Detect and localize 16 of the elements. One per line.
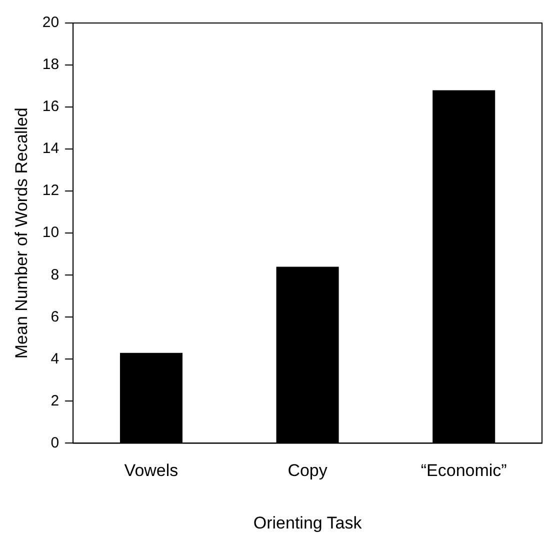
y-tick-label: 10 [42, 224, 60, 242]
y-tick-label: 6 [50, 308, 60, 326]
y-tick-label: 20 [42, 14, 60, 32]
y-tick-label: 0 [50, 434, 60, 452]
y-tick-label: 4 [50, 350, 60, 368]
y-tick-label: 2 [50, 392, 60, 410]
y-tick-label: 18 [42, 56, 60, 74]
y-tick-label: 14 [42, 140, 60, 158]
y-tick-label: 12 [42, 182, 60, 200]
x-axis-title: Orienting Task [253, 513, 362, 532]
x-tick-label: Vowels [124, 461, 178, 480]
y-tick-label: 16 [42, 98, 60, 116]
y-tick-label: 8 [50, 266, 60, 284]
x-tick-label: “Economic” [420, 461, 508, 480]
x-tick-label: Copy [288, 461, 328, 480]
y-axis-title: Mean Number of Words Recalled [12, 108, 31, 359]
